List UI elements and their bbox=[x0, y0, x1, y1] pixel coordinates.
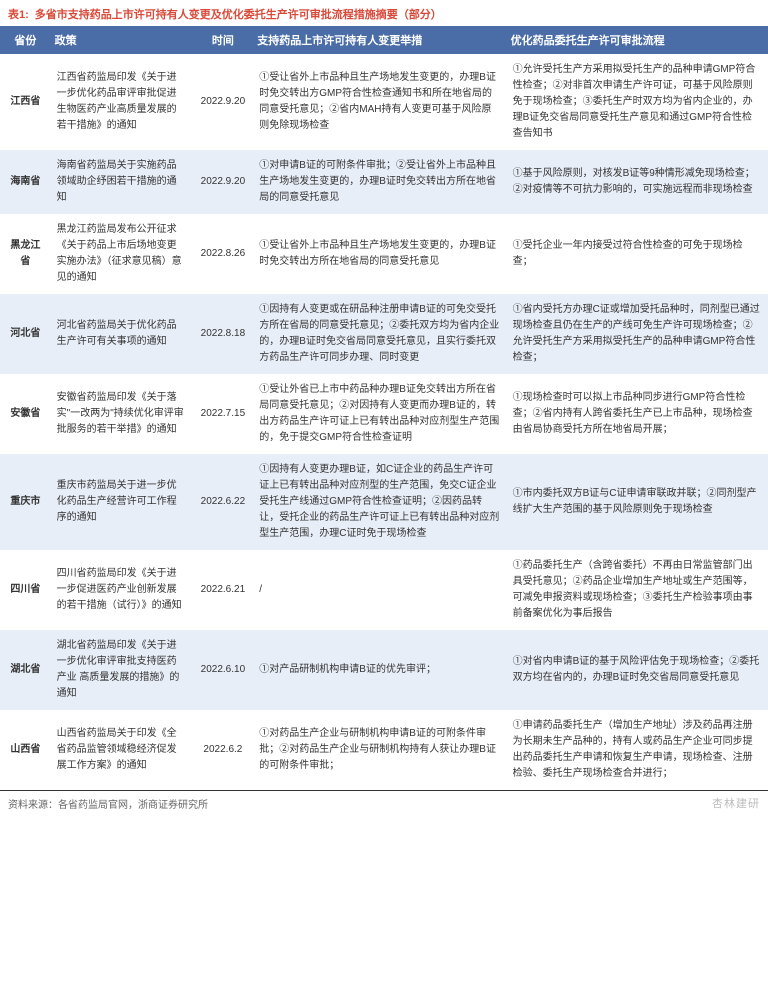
cell: ①现场检查时可以拟上市品种同步进行GMP符合性检查；②省内持有人跨省委托生产已上… bbox=[507, 374, 768, 454]
cell: 湖北省 bbox=[0, 630, 51, 710]
cell: ①对药品生产企业与研制机构申请B证的可附条件审批；②对药品生产企业与研制机构持有… bbox=[253, 710, 506, 790]
cell: 海南省药监局关于实施药品领域助企纾困若干措施的通知 bbox=[51, 150, 193, 214]
cell: 2022.6.10 bbox=[193, 630, 254, 710]
cell: ①因持有人变更办理B证，如C证企业的药品生产许可证上已有转出品种对应剂型的生产范… bbox=[253, 454, 506, 550]
table-title: 表1: 多省市支持药品上市许可持有人变更及优化委托生产许可审批流程措施摘要（部分… bbox=[0, 0, 768, 26]
cell: 黑龙江药监局发布公开征求《关于药品上市后场地变更实施办法》（征求意见稿）意见的通… bbox=[51, 214, 193, 294]
table-row: 四川省四川省药监局印发《关于进一步促进医药产业创新发展的若干措施（试行）》的通知… bbox=[0, 550, 768, 630]
cell: 2022.6.22 bbox=[193, 454, 254, 550]
cell: 重庆市药监局关于进一步优化药品生产经营许可工作程序的通知 bbox=[51, 454, 193, 550]
cell: ①市内委托双方B证与C证申请审联政并联；②同剂型产线扩大生产范围的基于风险原则免… bbox=[507, 454, 768, 550]
cell: 海南省 bbox=[0, 150, 51, 214]
cell: ①对省内申请B证的基于风险评估免于现场检查；②委托双方均在省内的，办理B证时免交… bbox=[507, 630, 768, 710]
cell: 山西省 bbox=[0, 710, 51, 790]
cell: 安徽省药监局印发《关于落实"一改两为"持续优化审评审批服务的若干举措》的通知 bbox=[51, 374, 193, 454]
cell: ①申请药品委托生产（增加生产地址）涉及药品再注册为长期未生产品种的，持有人或药品… bbox=[507, 710, 768, 790]
cell: ①对产品研制机构申请B证的优先审评； bbox=[253, 630, 506, 710]
cell: ①允许受托生产方采用拟受托生产的品种申请GMP符合性检查；②对非首次申请生产许可… bbox=[507, 54, 768, 150]
table-row: 海南省海南省药监局关于实施药品领域助企纾困若干措施的通知2022.9.20①对申… bbox=[0, 150, 768, 214]
cell: 2022.8.18 bbox=[193, 294, 254, 374]
cell: 2022.7.15 bbox=[193, 374, 254, 454]
watermark: 杏林建研 bbox=[712, 795, 760, 811]
cell: 山西省药监局关于印发《全省药品监管领域稳经济促发展工作方案》的通知 bbox=[51, 710, 193, 790]
cell: ①省内受托方办理C证或增加受托品种时，同剂型已通过现场检查且仍在生产的产线可免生… bbox=[507, 294, 768, 374]
table-row: 湖北省湖北省药监局印发《关于进一步优化审评审批支持医药产业 高质量发展的措施》的… bbox=[0, 630, 768, 710]
table-row: 河北省河北省药监局关于优化药品生产许可有关事项的通知2022.8.18①因持有人… bbox=[0, 294, 768, 374]
cell: ①受让外省已上市中药品种办理B证免交转出方所在省局同意受托意见；②对因持有人变更… bbox=[253, 374, 506, 454]
cell: 2022.9.20 bbox=[193, 150, 254, 214]
cell: 安徽省 bbox=[0, 374, 51, 454]
title-label: 表1: bbox=[8, 6, 29, 22]
cell: ①药品委托生产（含跨省委托）不再由日常监管部门出具受托意见；②药品企业增加生产地… bbox=[507, 550, 768, 630]
cell: 2022.6.21 bbox=[193, 550, 254, 630]
cell: 江西省药监局印发《关于进一步优化药品审评审批促进生物医药产业高质量发展的若干措施… bbox=[51, 54, 193, 150]
cell: ①受让省外上市品种且生产场地发生变更的，办理B证时免交转出方GMP符合性检查通知… bbox=[253, 54, 506, 150]
source-text: 资料来源：各省药监局官网，浙商证券研究所 bbox=[8, 796, 208, 811]
col-process: 优化药品委托生产许可审批流程 bbox=[507, 26, 768, 54]
title-text: 多省市支持药品上市许可持有人变更及优化委托生产许可审批流程措施摘要（部分） bbox=[35, 6, 442, 22]
table-body: 江西省江西省药监局印发《关于进一步优化药品审评审批促进生物医药产业高质量发展的若… bbox=[0, 54, 768, 790]
cell: 黑龙江省 bbox=[0, 214, 51, 294]
cell: ①受托企业一年内接受过符合性检查的可免于现场检查； bbox=[507, 214, 768, 294]
table-row: 安徽省安徽省药监局印发《关于落实"一改两为"持续优化审评审批服务的若干举措》的通… bbox=[0, 374, 768, 454]
cell: ①对申请B证的可附条件审批；②受让省外上市品种且生产场地发生变更的，办理B证时免… bbox=[253, 150, 506, 214]
cell: ①因持有人变更或在研品种注册申请B证的可免交受托方所在省局的同意受托意见；②委托… bbox=[253, 294, 506, 374]
cell: 2022.6.2 bbox=[193, 710, 254, 790]
cell: 湖北省药监局印发《关于进一步优化审评审批支持医药产业 高质量发展的措施》的通知 bbox=[51, 630, 193, 710]
cell: ①基于风险原则，对核发B证等9种情形减免现场检查；②对疫情等不可抗力影响的，可实… bbox=[507, 150, 768, 214]
footer: 资料来源：各省药监局官网，浙商证券研究所 杏林建研 bbox=[0, 790, 768, 815]
cell: ①受让省外上市品种且生产场地发生变更的，办理B证时免交转出方所在地省局的同意受托… bbox=[253, 214, 506, 294]
header-row: 省份 政策 时间 支持药品上市许可持有人变更举措 优化药品委托生产许可审批流程 bbox=[0, 26, 768, 54]
col-province: 省份 bbox=[0, 26, 51, 54]
table-row: 黑龙江省黑龙江药监局发布公开征求《关于药品上市后场地变更实施办法》（征求意见稿）… bbox=[0, 214, 768, 294]
cell: 河北省药监局关于优化药品生产许可有关事项的通知 bbox=[51, 294, 193, 374]
cell: 河北省 bbox=[0, 294, 51, 374]
table-row: 江西省江西省药监局印发《关于进一步优化药品审评审批促进生物医药产业高质量发展的若… bbox=[0, 54, 768, 150]
table-row: 重庆市重庆市药监局关于进一步优化药品生产经营许可工作程序的通知2022.6.22… bbox=[0, 454, 768, 550]
col-date: 时间 bbox=[193, 26, 254, 54]
cell: 江西省 bbox=[0, 54, 51, 150]
cell: 四川省 bbox=[0, 550, 51, 630]
col-policy: 政策 bbox=[51, 26, 193, 54]
cell: 2022.8.26 bbox=[193, 214, 254, 294]
cell: 2022.9.20 bbox=[193, 54, 254, 150]
cell: / bbox=[253, 550, 506, 630]
policy-table: 省份 政策 时间 支持药品上市许可持有人变更举措 优化药品委托生产许可审批流程 … bbox=[0, 26, 768, 790]
cell: 四川省药监局印发《关于进一步促进医药产业创新发展的若干措施（试行）》的通知 bbox=[51, 550, 193, 630]
col-measure: 支持药品上市许可持有人变更举措 bbox=[253, 26, 506, 54]
cell: 重庆市 bbox=[0, 454, 51, 550]
table-row: 山西省山西省药监局关于印发《全省药品监管领域稳经济促发展工作方案》的通知2022… bbox=[0, 710, 768, 790]
